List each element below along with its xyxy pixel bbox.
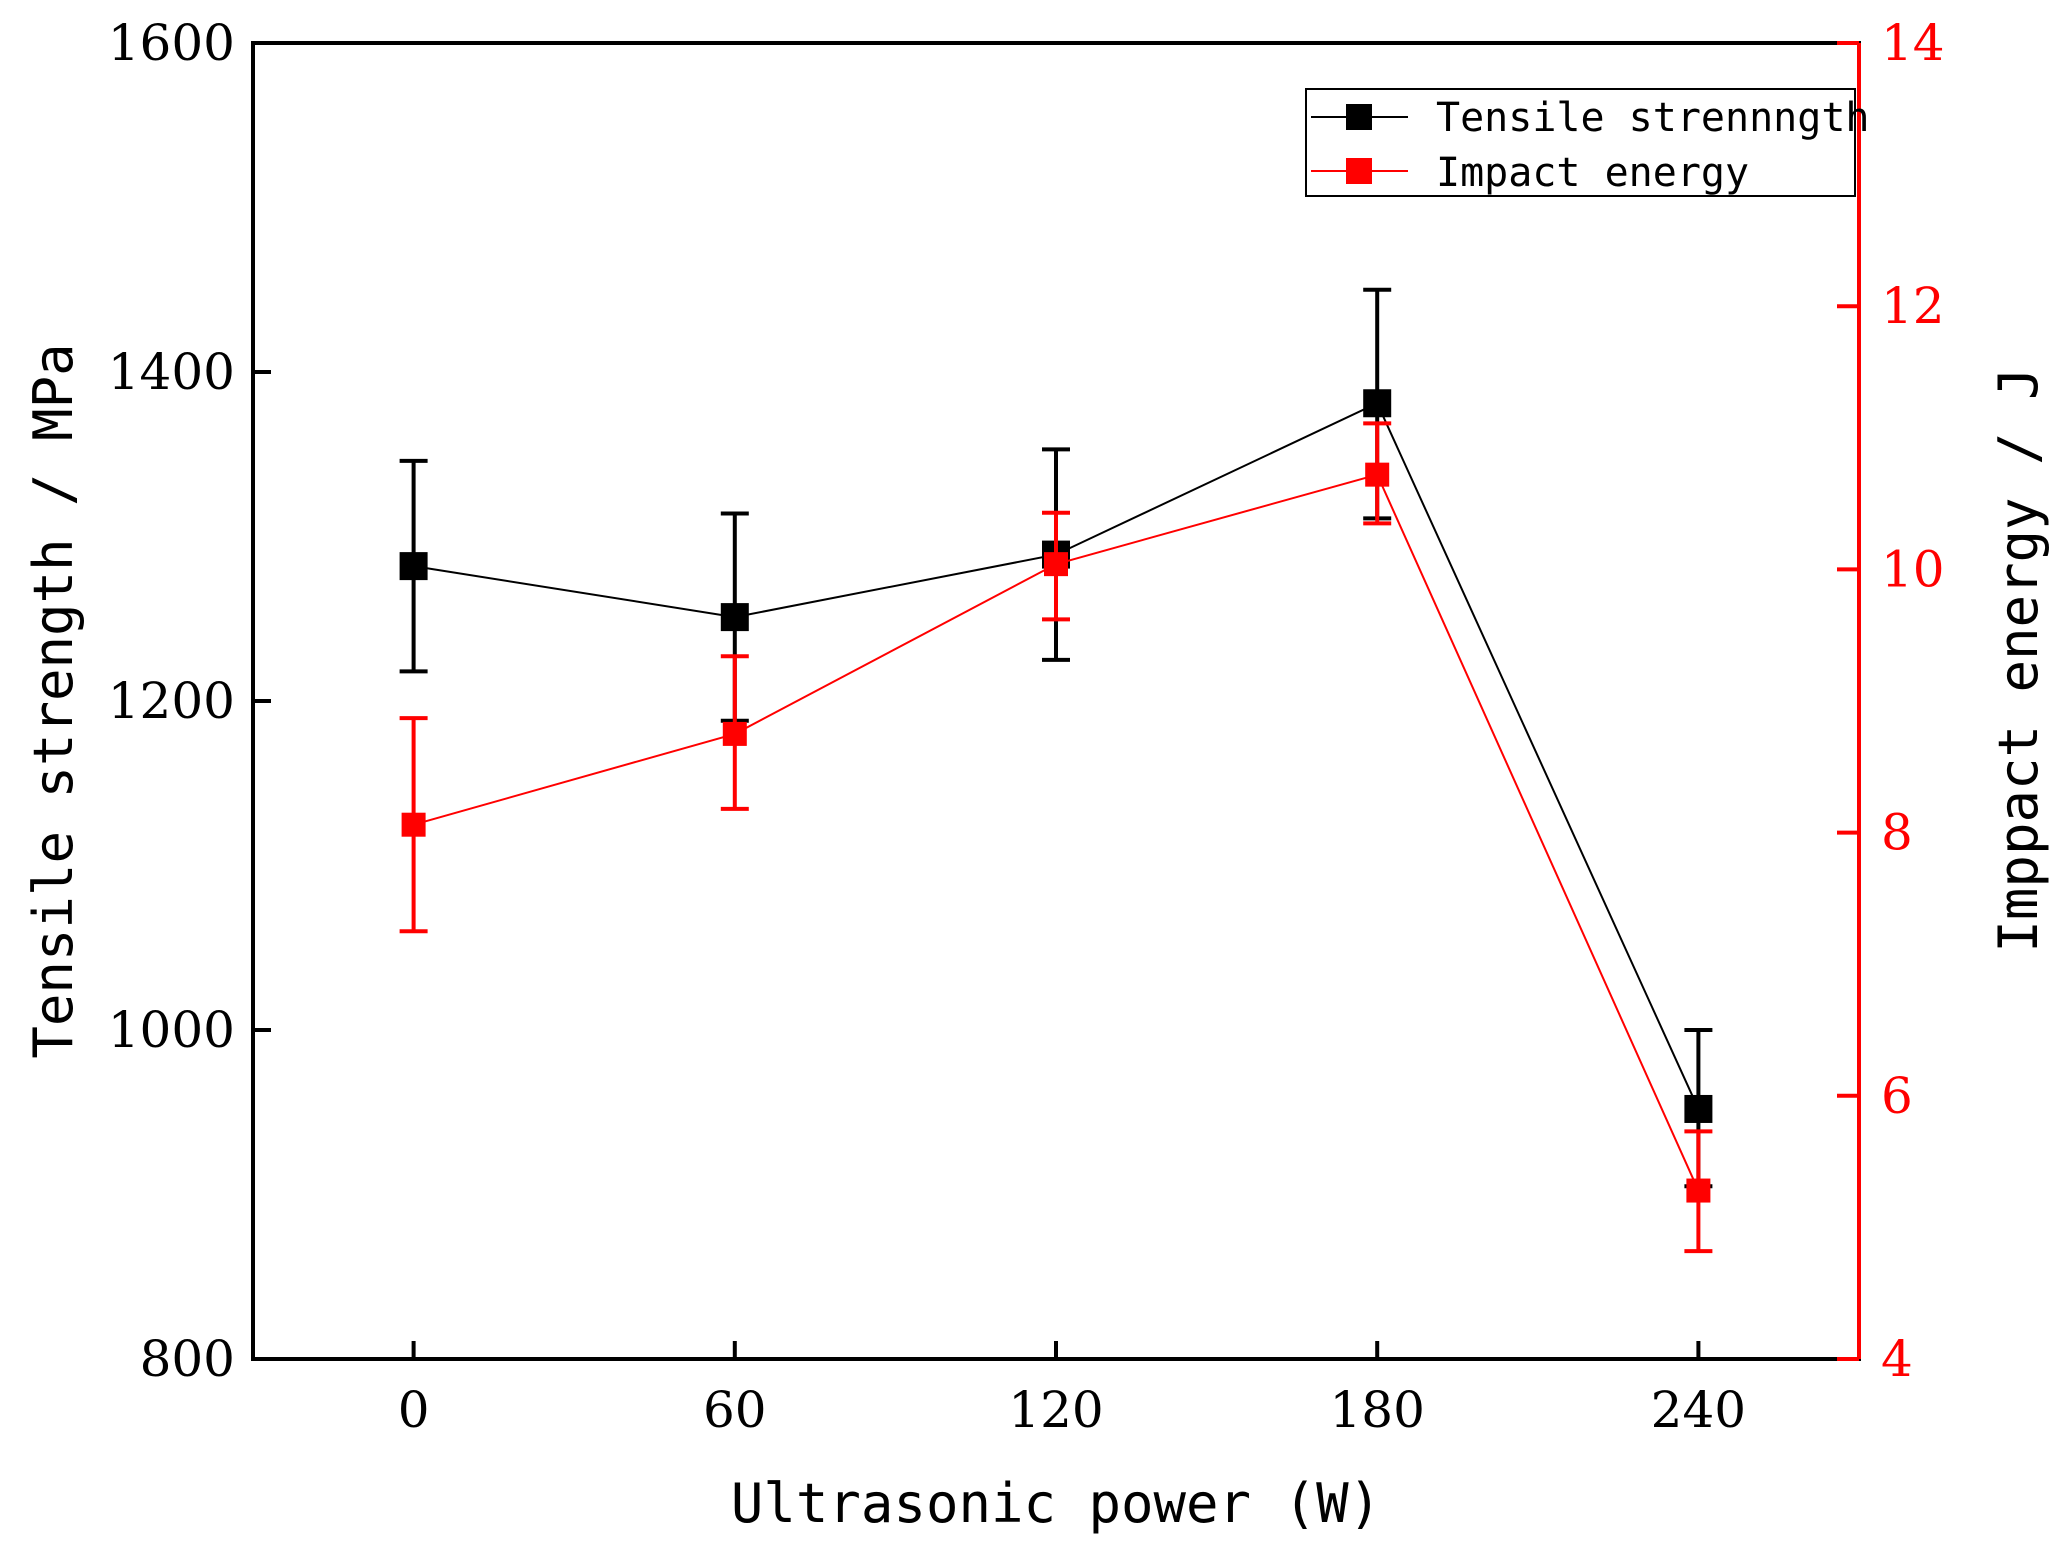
data-point-impact <box>1365 462 1390 487</box>
right-y-axis-title: Imppact energy / J <box>1987 367 2050 952</box>
right-y-axis: 4 6 8 10 12 14 <box>1837 14 1945 1388</box>
series-layer <box>399 287 1713 1254</box>
x-tick-label: 180 <box>1329 1381 1424 1439</box>
right-y-tick-label: 10 <box>1881 540 1945 598</box>
right-y-tick-label: 4 <box>1881 1330 1913 1388</box>
x-tick-label: 60 <box>703 1381 767 1439</box>
right-y-tick-label: 12 <box>1881 277 1945 335</box>
legend-marker-tensile <box>1346 104 1372 130</box>
data-point-tensile <box>720 603 749 632</box>
data-point-impact <box>401 812 426 837</box>
x-tick-label: 240 <box>1651 1381 1746 1439</box>
data-point-tensile <box>1684 1094 1713 1123</box>
plot-frame <box>251 41 1861 1361</box>
left-y-tick-label: 800 <box>140 1330 235 1388</box>
x-tick-label: 120 <box>1008 1381 1103 1439</box>
legend-label-tensile: Tensile strennngth <box>1436 95 1869 141</box>
data-point-tensile <box>399 552 428 581</box>
left-y-tick-label: 1200 <box>108 672 235 730</box>
plot-area <box>251 41 1861 1361</box>
left-y-tick-label: 1600 <box>108 14 235 72</box>
x-axis-title: Ultrasonic power (W) <box>731 1472 1381 1535</box>
data-point-impact <box>722 721 747 746</box>
right-y-tick-label: 8 <box>1881 804 1913 862</box>
legend-box <box>1305 88 1856 197</box>
data-point-impact <box>1044 552 1068 577</box>
legend-label-impact: Impact energy <box>1436 150 1749 196</box>
left-y-axis: 800 1000 1200 1400 1600 <box>108 14 271 1388</box>
x-axis: 0 60 120 180 240 <box>398 1341 1746 1439</box>
right-y-tick-label: 14 <box>1881 14 1945 72</box>
right-y-tick-label: 6 <box>1881 1067 1913 1125</box>
legend-marker-impact <box>1346 158 1372 184</box>
left-y-tick-label: 1400 <box>108 343 235 401</box>
data-point-impact <box>1686 1178 1711 1203</box>
left-y-axis-title: Tensile strength / MPa <box>22 343 85 1058</box>
legend: Tensile strennngth Impact energy <box>1305 88 1869 197</box>
data-point-tensile <box>1363 389 1392 418</box>
x-tick-label: 0 <box>398 1381 430 1439</box>
left-y-tick-label: 1000 <box>108 1001 235 1059</box>
